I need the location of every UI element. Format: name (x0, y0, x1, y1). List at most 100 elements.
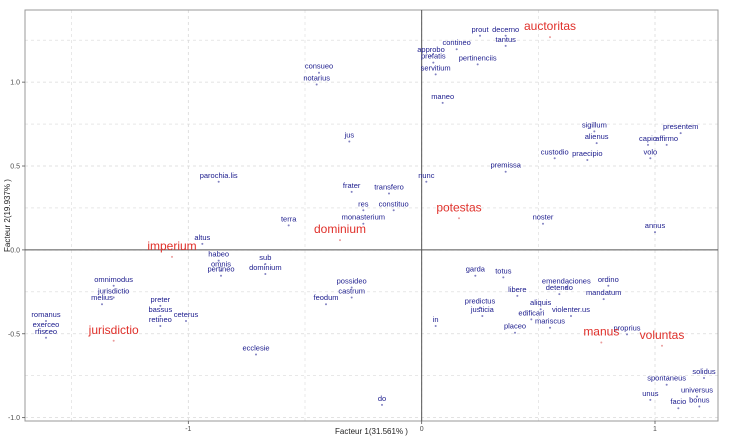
word-label: presentem (663, 122, 698, 131)
data-point (392, 209, 395, 212)
data-point (698, 405, 701, 408)
axes: -1 0 1 -1.0 -0.5 0.0 0.5 1.0 (8, 9, 719, 433)
word-label: maneo (431, 92, 454, 101)
word-label: bonus (689, 396, 710, 405)
plot-frame (24, 9, 719, 422)
word-label: sub (259, 253, 271, 262)
data-point (425, 180, 428, 183)
word-label: res (358, 199, 369, 208)
y-axis-title: Facteur 2(19.937% ) (3, 179, 12, 252)
y-tick-label: 0.5 (10, 164, 20, 171)
data-point (476, 63, 479, 66)
keyword-label: manus (583, 324, 619, 338)
data-point (388, 192, 390, 195)
word-label: ordino (598, 275, 619, 284)
data-point (626, 333, 628, 336)
data-point (665, 143, 668, 146)
word-label: frater (343, 181, 361, 190)
word-label: nunc (418, 171, 435, 180)
data-point (502, 276, 505, 279)
word-label: omnimodus (94, 275, 133, 284)
data-point (432, 61, 435, 64)
word-label: ceterus (174, 310, 199, 319)
data-point (362, 222, 365, 225)
data-point (339, 239, 341, 242)
word-label: castrum (338, 287, 365, 296)
word-label: exerceo (33, 320, 60, 329)
data-point (217, 180, 220, 183)
data-point (474, 274, 477, 277)
data-point (458, 217, 460, 220)
word-label: rfisceo (35, 327, 57, 336)
data-point (595, 142, 598, 145)
data-point (434, 73, 437, 76)
data-point (318, 71, 320, 74)
word-label: affirmo (655, 134, 678, 143)
data-point (112, 296, 115, 299)
word-label: alienus (585, 132, 609, 141)
word-label: edificari (518, 308, 544, 317)
data-point (549, 36, 551, 39)
data-point (696, 395, 698, 398)
word-label: mariscus (535, 317, 565, 326)
word-label: capio (639, 134, 657, 143)
keyword-label: voluntas (640, 328, 685, 342)
data-point (101, 303, 103, 306)
word-label: in (433, 315, 439, 324)
data-point (600, 341, 603, 344)
data-point (514, 331, 516, 334)
word-label: constituo (379, 199, 409, 208)
word-label: melius (91, 293, 113, 302)
data-point (481, 314, 484, 317)
word-label: notarius (303, 73, 330, 82)
data-point (434, 325, 437, 328)
y-tick-label: -1.0 (8, 415, 20, 422)
word-label: servitium (421, 63, 451, 72)
data-point (553, 157, 556, 160)
data-point (217, 259, 220, 262)
data-point (112, 284, 115, 287)
data-point (264, 273, 267, 276)
x-axis-title: Facteur 1(31.561% ) (335, 427, 408, 436)
data-point (315, 83, 318, 86)
data-point (654, 231, 656, 234)
data-point (348, 140, 351, 143)
word-label: jurisdictio (97, 287, 129, 296)
word-label: violenter.us (552, 305, 590, 314)
word-label: justicia (470, 305, 495, 314)
data-point (159, 304, 162, 307)
data-point (565, 286, 568, 289)
word-label: feodum (313, 293, 338, 302)
word-label: parochia.lis (200, 171, 238, 180)
word-label: praecipio (572, 149, 602, 158)
word-label: libere (508, 285, 526, 294)
word-label: predictus (465, 297, 496, 306)
data-point (549, 326, 551, 329)
word-label: pertineo (207, 265, 234, 274)
word-label: retineo (149, 315, 172, 324)
word-label: sigillum (582, 120, 607, 129)
word-label: decerno (492, 25, 519, 34)
keyword-label: jurisdictio (88, 323, 139, 337)
word-label: omnis (211, 260, 231, 269)
data-point (45, 336, 47, 339)
data-point (479, 306, 481, 309)
keyword-label: potestas (436, 200, 481, 214)
x-tick-label: -1 (185, 426, 191, 433)
y-tick-label: 1.0 (10, 80, 20, 87)
word-label: habeo (208, 250, 229, 259)
word-label: ecclesie (242, 344, 269, 353)
data-point (504, 170, 507, 173)
word-label: totus (495, 266, 512, 275)
word-label: jus (344, 130, 355, 139)
data-point (479, 34, 481, 37)
y-tick-label: -0.5 (8, 331, 20, 338)
y-tick-label: 0.0 (10, 247, 20, 254)
data-point (649, 398, 652, 401)
word-label: emendaciones (542, 276, 591, 285)
data-point (350, 286, 353, 289)
word-label: solidus (692, 367, 716, 376)
data-point (677, 407, 680, 410)
data-point (593, 130, 596, 133)
